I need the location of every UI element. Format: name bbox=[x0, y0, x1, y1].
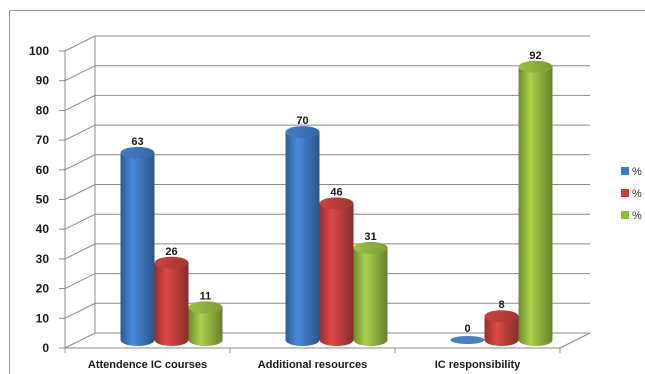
gridline bbox=[64, 94, 590, 111]
x-tick-label: Additional resources bbox=[258, 359, 367, 371]
legend-item: % bbox=[621, 210, 642, 222]
bar bbox=[450, 336, 485, 344]
gridline bbox=[64, 124, 590, 141]
y-tick-label: 40 bbox=[36, 222, 50, 236]
floor-edge bbox=[559, 332, 591, 349]
bar bbox=[120, 146, 155, 346]
data-label: 8 bbox=[498, 299, 504, 311]
y-axis bbox=[59, 36, 591, 353]
chart-frame bbox=[9, 10, 645, 374]
y-tick-label: 0 bbox=[42, 341, 49, 355]
bar bbox=[188, 301, 223, 346]
y-tick-label: 70 bbox=[36, 133, 50, 147]
bar bbox=[518, 60, 553, 346]
bar bbox=[285, 126, 320, 346]
y-tick-label: 60 bbox=[36, 163, 50, 177]
y-tick-label: 80 bbox=[36, 103, 50, 117]
legend-swatch bbox=[621, 211, 629, 219]
legend-item: % bbox=[621, 188, 642, 200]
x-tick-label: Attendence IC courses bbox=[88, 359, 207, 371]
bar bbox=[319, 197, 354, 346]
bar bbox=[484, 310, 519, 346]
legend-label: % bbox=[632, 166, 642, 178]
category-labels: Attendence IC courses Additional resource… bbox=[88, 359, 521, 371]
y-tick-label: 90 bbox=[36, 74, 50, 88]
data-label: 0 bbox=[464, 323, 470, 335]
bars bbox=[120, 60, 553, 346]
data-label: 70 bbox=[296, 115, 308, 127]
y-tick-label: 30 bbox=[36, 252, 50, 266]
data-label: 11 bbox=[200, 290, 212, 302]
data-label: 92 bbox=[529, 50, 541, 62]
x-tick-label: IC responsibility bbox=[435, 359, 521, 371]
data-labels: 63 26 11 70 46 31 0 8 92 bbox=[131, 50, 541, 335]
legend-label: % bbox=[632, 188, 642, 200]
gridline bbox=[64, 35, 590, 52]
y-tick-label: 100 bbox=[29, 44, 49, 58]
bar bbox=[154, 256, 189, 346]
data-label: 26 bbox=[165, 246, 177, 258]
y-tick-label: 50 bbox=[36, 193, 50, 207]
gridline bbox=[64, 65, 590, 82]
data-label: 31 bbox=[364, 231, 376, 243]
data-label: 46 bbox=[330, 186, 342, 198]
y-tick-labels: 0 10 20 30 40 50 60 70 80 90 100 bbox=[29, 44, 49, 355]
legend-item: % bbox=[621, 166, 642, 178]
data-label: 63 bbox=[131, 136, 143, 148]
legend-swatch bbox=[621, 189, 629, 197]
bar bbox=[353, 241, 388, 346]
y-tick-label: 10 bbox=[36, 311, 50, 325]
legend-label: % bbox=[632, 210, 642, 222]
legend-swatch bbox=[621, 167, 629, 175]
legend: %%% bbox=[621, 166, 642, 222]
y-tick-label: 20 bbox=[36, 282, 50, 296]
